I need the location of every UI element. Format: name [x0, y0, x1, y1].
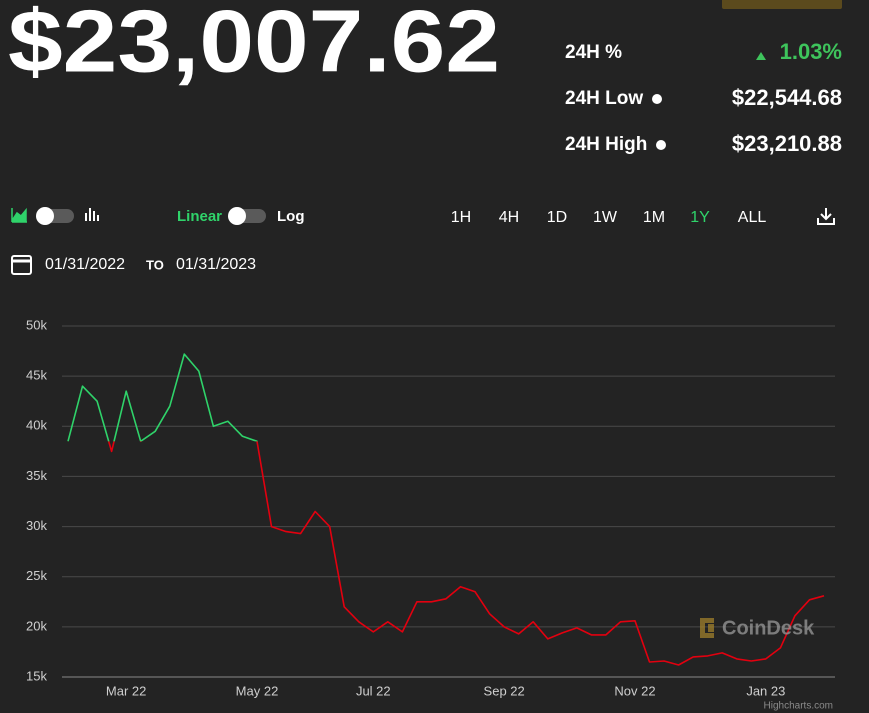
plot: 15k 20k 25k 30k 35k 40k 45k 50k Mar 22 May 22 Jul …: [26, 317, 835, 698]
stat-value: 1.03%: [780, 39, 842, 64]
credits[interactable]: Highcharts.com: [764, 701, 833, 712]
range-button[interactable]: ALL: [738, 209, 767, 226]
y-tick-label: 50k: [26, 317, 47, 332]
info-icon[interactable]: [656, 140, 666, 150]
x-tick-label: Sep 22: [484, 683, 525, 698]
range-button[interactable]: 1W: [593, 209, 618, 226]
price-line: [68, 441, 825, 666]
watermark: CoinDesk: [700, 617, 815, 639]
y-tick-label: 40k: [26, 418, 47, 433]
x-tick-label: Jul 22: [356, 683, 391, 698]
range-button[interactable]: 1H: [451, 209, 471, 226]
watermark-text: CoinDesk: [722, 617, 815, 639]
stat-label: 24H High: [565, 134, 647, 155]
x-tick-label: Jan 23: [746, 683, 785, 698]
y-tick-label: 45k: [26, 368, 47, 383]
scale-option[interactable]: Log: [277, 208, 305, 225]
date-separator: TO: [146, 257, 164, 272]
y-tick-label: 30k: [26, 518, 47, 533]
stat-value: $22,544.68: [732, 85, 842, 110]
chart-type-toggle[interactable]: [11, 207, 99, 225]
price: $23,007.62: [8, 0, 500, 90]
calendar-icon[interactable]: [11, 255, 32, 275]
stat-label: 24H %: [565, 42, 622, 63]
area-icon: [11, 207, 27, 223]
info-icon[interactable]: [652, 94, 662, 104]
up-arrow: [756, 52, 766, 60]
range-button[interactable]: 1Y: [690, 209, 710, 226]
range-buttons: 1H 4H 1D 1W 1M 1Y ALL: [451, 209, 767, 226]
y-tick-label: 25k: [26, 568, 47, 583]
x-tick-label: May 22: [236, 683, 279, 698]
toggle-knob: [228, 207, 246, 225]
y-tick-label: 35k: [26, 468, 47, 483]
scale-option[interactable]: Linear: [177, 208, 222, 225]
stat-label: 24H Low: [565, 88, 643, 109]
range-button[interactable]: 1D: [547, 209, 567, 226]
toggle-knob: [36, 207, 54, 225]
x-tick-label: Nov 22: [614, 683, 655, 698]
y-tick-label: 15k: [26, 668, 47, 683]
bar-icon: [85, 208, 99, 221]
date-from[interactable]: 01/31/2022: [45, 256, 125, 273]
range-button[interactable]: 1M: [643, 209, 665, 226]
date-to[interactable]: 01/31/2023: [176, 256, 256, 273]
range-button[interactable]: 4H: [499, 209, 519, 226]
header-button[interactable]: [722, 0, 842, 9]
price-line: [67, 353, 258, 442]
y-tick-label: 20k: [26, 618, 47, 633]
stat-value: $23,210.88: [732, 131, 842, 156]
download-icon[interactable]: [817, 208, 835, 225]
x-tick-label: Mar 22: [106, 683, 146, 698]
